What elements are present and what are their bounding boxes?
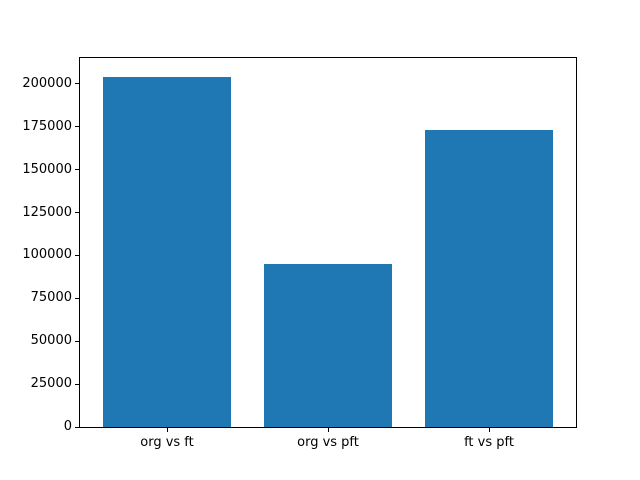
bar-org-vs-ft (102, 76, 232, 427)
y-tick-label: 125000 (22, 204, 72, 220)
y-tick-mark (75, 297, 79, 299)
bar-ft-vs-pft (424, 130, 554, 427)
y-tick-label: 150000 (22, 161, 72, 177)
bar-org-vs-pft (263, 264, 393, 427)
y-tick-label: 25000 (30, 376, 72, 392)
y-tick-label: 0 (63, 419, 72, 434)
y-tick-mark (75, 254, 79, 256)
x-tick-label: org vs pft (297, 435, 359, 450)
y-tick-mark (75, 169, 79, 171)
y-tick-mark (75, 126, 79, 128)
plot-area (79, 57, 577, 428)
y-tick-mark (75, 383, 79, 385)
x-tick-mark (327, 428, 329, 432)
x-tick-label: org vs ft (140, 435, 194, 450)
x-tick-label: ft vs pft (464, 435, 514, 450)
y-tick-label: 200000 (22, 75, 72, 91)
y-tick-mark (75, 212, 79, 213)
y-tick-label: 50000 (30, 333, 72, 349)
y-tick-label: 100000 (22, 247, 72, 263)
x-tick-mark (166, 428, 168, 432)
y-tick-label: 175000 (22, 118, 72, 134)
x-tick-mark (488, 428, 490, 432)
y-tick-mark (75, 426, 79, 428)
y-tick-mark (75, 340, 79, 342)
y-tick-mark (75, 83, 79, 85)
y-tick-label: 75000 (30, 290, 72, 306)
